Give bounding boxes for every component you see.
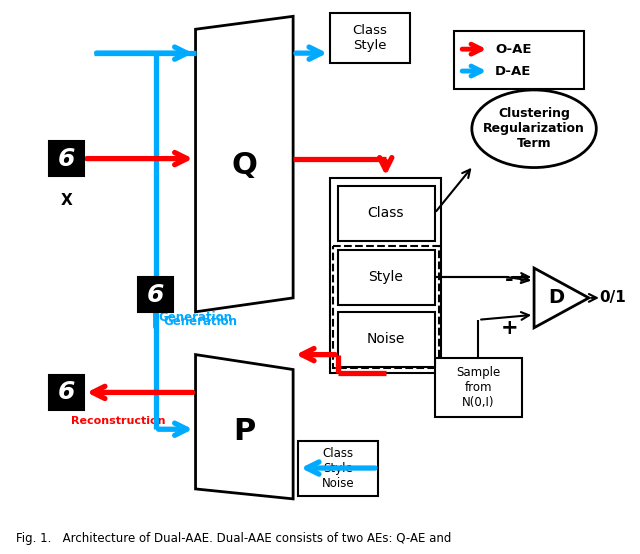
Text: X: X (60, 193, 72, 208)
Text: P: P (233, 417, 255, 446)
Ellipse shape (472, 90, 596, 167)
Bar (49, 141, 84, 176)
Text: D: D (548, 289, 564, 307)
Text: 6: 6 (58, 147, 75, 171)
Text: Sample
from
N(0,I): Sample from N(0,I) (456, 366, 500, 409)
Bar (330, 13, 410, 63)
Bar (338, 250, 435, 305)
Text: Class
Style
Noise: Class Style Noise (322, 447, 354, 490)
Bar (435, 357, 522, 417)
Bar (330, 178, 442, 372)
Text: O-AE: O-AE (495, 43, 532, 55)
Bar (49, 375, 84, 410)
Polygon shape (534, 268, 589, 328)
Text: Class
Style: Class Style (353, 24, 387, 52)
Text: Generation: Generation (159, 311, 232, 324)
Text: 0/1: 0/1 (599, 290, 626, 305)
Text: +: + (500, 318, 518, 338)
Polygon shape (196, 355, 293, 499)
Bar (454, 31, 584, 89)
Bar (298, 441, 378, 496)
Bar (338, 312, 435, 367)
Bar (338, 187, 435, 241)
Text: 6: 6 (147, 283, 164, 307)
Polygon shape (196, 16, 293, 312)
Text: -: - (505, 270, 513, 290)
Text: D-AE: D-AE (495, 64, 532, 78)
Text: Q: Q (232, 151, 257, 180)
Text: Noise: Noise (367, 332, 405, 346)
Text: 6: 6 (58, 381, 75, 404)
Text: Generation: Generation (164, 315, 237, 329)
Bar (138, 278, 173, 312)
Text: Style: Style (368, 270, 403, 284)
Bar (333, 246, 440, 367)
Text: Reconstruction: Reconstruction (71, 416, 166, 426)
Text: Clustering
Regularization
Term: Clustering Regularization Term (483, 107, 585, 150)
Text: Class: Class (367, 206, 404, 220)
Text: Fig. 1.   Architecture of Dual-AAE. Dual-AAE consists of two AEs: Q-AE and: Fig. 1. Architecture of Dual-AAE. Dual-A… (17, 532, 452, 545)
